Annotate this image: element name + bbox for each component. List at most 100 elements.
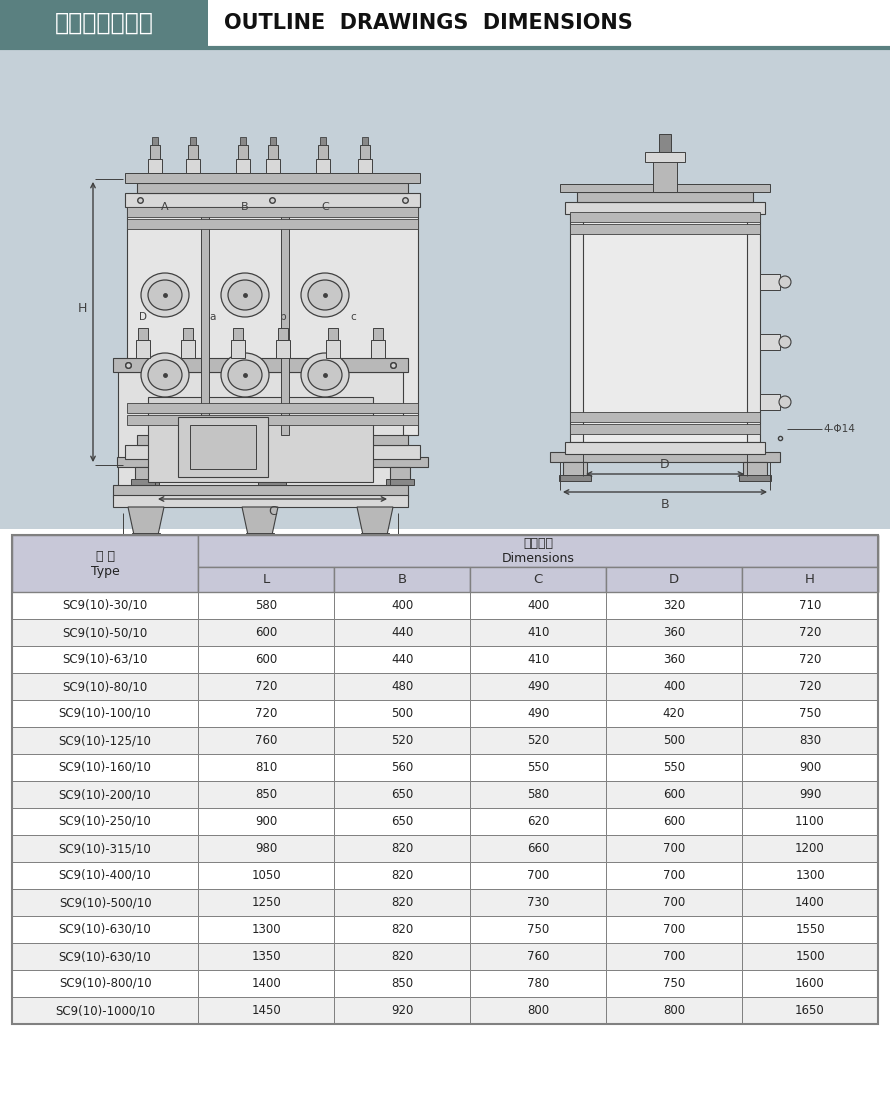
- Bar: [0, 0, 208, 46]
- Text: H: H: [77, 302, 87, 316]
- Bar: [362, 137, 368, 145]
- Bar: [198, 727, 334, 754]
- Text: 400: 400: [663, 680, 685, 693]
- Text: 外形尺寸
Dimensions: 外形尺寸 Dimensions: [502, 537, 575, 565]
- Bar: [606, 567, 742, 592]
- Bar: [12, 970, 198, 997]
- Bar: [198, 781, 334, 808]
- Ellipse shape: [779, 276, 791, 288]
- Bar: [276, 340, 290, 358]
- Bar: [12, 700, 198, 727]
- Bar: [198, 535, 878, 567]
- Ellipse shape: [779, 336, 791, 348]
- Text: SC9(10)-315/10: SC9(10)-315/10: [59, 841, 151, 855]
- Bar: [198, 673, 334, 700]
- Bar: [198, 970, 334, 997]
- Polygon shape: [128, 507, 164, 535]
- Bar: [178, 417, 268, 477]
- Text: 550: 550: [663, 761, 685, 774]
- Text: 650: 650: [391, 788, 413, 801]
- Text: 1050: 1050: [251, 869, 281, 882]
- Text: 520: 520: [527, 734, 549, 747]
- Text: B: B: [398, 573, 407, 586]
- Text: SC9(10)-630/10: SC9(10)-630/10: [59, 923, 151, 935]
- Bar: [606, 943, 742, 970]
- Text: 400: 400: [527, 599, 549, 612]
- Bar: [570, 412, 760, 422]
- Text: 1200: 1200: [795, 841, 825, 855]
- Text: SC9(10)-800/10: SC9(10)-800/10: [59, 977, 151, 990]
- Bar: [760, 274, 780, 290]
- Text: C: C: [268, 505, 277, 518]
- Bar: [743, 462, 767, 476]
- Text: 750: 750: [527, 923, 549, 935]
- Bar: [198, 835, 334, 862]
- Bar: [12, 781, 198, 808]
- Bar: [606, 888, 742, 916]
- Text: D: D: [669, 573, 679, 586]
- Text: 720: 720: [255, 680, 278, 693]
- Bar: [132, 533, 160, 543]
- Text: 600: 600: [255, 626, 278, 639]
- Bar: [470, 673, 606, 700]
- Bar: [583, 214, 747, 442]
- Bar: [258, 479, 286, 485]
- Text: 1600: 1600: [795, 977, 825, 990]
- Bar: [570, 424, 760, 434]
- Bar: [606, 727, 742, 754]
- Bar: [645, 152, 685, 162]
- Text: 760: 760: [255, 734, 278, 747]
- Bar: [334, 970, 470, 997]
- Bar: [113, 485, 408, 497]
- Bar: [0, 1024, 890, 1119]
- Bar: [334, 754, 470, 781]
- Bar: [742, 700, 878, 727]
- Bar: [190, 425, 256, 469]
- Text: 1650: 1650: [795, 1004, 825, 1017]
- Text: D: D: [660, 458, 670, 471]
- Bar: [606, 862, 742, 888]
- Bar: [386, 479, 414, 485]
- Bar: [198, 808, 334, 835]
- Bar: [198, 997, 334, 1024]
- Bar: [334, 592, 470, 619]
- Text: 1250: 1250: [251, 896, 281, 909]
- Bar: [12, 862, 198, 888]
- Bar: [390, 467, 410, 481]
- Text: 560: 560: [391, 761, 413, 774]
- Bar: [127, 415, 418, 425]
- Text: SC9(10)-200/10: SC9(10)-200/10: [59, 788, 151, 801]
- Bar: [137, 435, 408, 445]
- Text: 1400: 1400: [795, 896, 825, 909]
- Bar: [570, 211, 760, 222]
- Text: 600: 600: [663, 815, 685, 828]
- Bar: [198, 916, 334, 943]
- Text: 1300: 1300: [251, 923, 281, 935]
- Bar: [12, 754, 198, 781]
- Bar: [334, 862, 470, 888]
- Text: 550: 550: [527, 761, 549, 774]
- Text: 580: 580: [255, 599, 277, 612]
- Text: SC9(10)-125/10: SC9(10)-125/10: [59, 734, 151, 747]
- Bar: [334, 567, 470, 592]
- Bar: [470, 646, 606, 673]
- Text: SC9(10)-80/10: SC9(10)-80/10: [62, 680, 148, 693]
- Text: 660: 660: [527, 841, 549, 855]
- Bar: [742, 916, 878, 943]
- Bar: [334, 781, 470, 808]
- Text: 980: 980: [255, 841, 278, 855]
- Bar: [760, 333, 780, 350]
- Bar: [262, 467, 282, 481]
- Bar: [12, 808, 198, 835]
- Text: 420: 420: [663, 707, 685, 720]
- Bar: [742, 835, 878, 862]
- Text: 700: 700: [663, 869, 685, 882]
- Bar: [742, 862, 878, 888]
- Bar: [148, 397, 373, 482]
- Bar: [470, 754, 606, 781]
- Text: 480: 480: [391, 680, 413, 693]
- Text: 410: 410: [527, 626, 549, 639]
- Bar: [137, 184, 408, 192]
- Bar: [606, 916, 742, 943]
- Text: 1450: 1450: [251, 1004, 281, 1017]
